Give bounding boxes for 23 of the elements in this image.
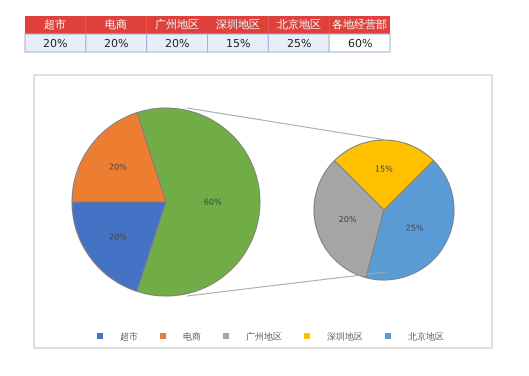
legend-label: 超市 [120, 332, 138, 343]
legend-label: 北京地区 [408, 332, 444, 343]
text: 20% [104, 37, 128, 50]
text: 15% [226, 37, 250, 50]
data-label: 60% [204, 198, 222, 206]
category-label: 电商 [105, 18, 127, 31]
legend-label: 电商 [183, 332, 201, 343]
data-label: 20% [338, 215, 357, 224]
text: 20% [43, 37, 68, 50]
text: 25% [287, 37, 312, 50]
category-label: 广州地区 [155, 18, 199, 31]
category-label: 超市 [44, 18, 66, 31]
category-label: 各地经营部 [332, 18, 387, 31]
category-label: 北京地区 [277, 18, 321, 31]
category-label: 深圳地区 [216, 18, 260, 31]
data-label: 20% [109, 162, 128, 172]
data-label: 20% [109, 232, 128, 242]
text: 20% [165, 37, 190, 50]
text: 60% [348, 37, 372, 50]
legend-label: 深圳地区 [327, 332, 363, 343]
legend-label: 广州地区 [246, 332, 282, 343]
data-label: 15% [374, 164, 394, 174]
data-label: 25% [406, 223, 424, 232]
